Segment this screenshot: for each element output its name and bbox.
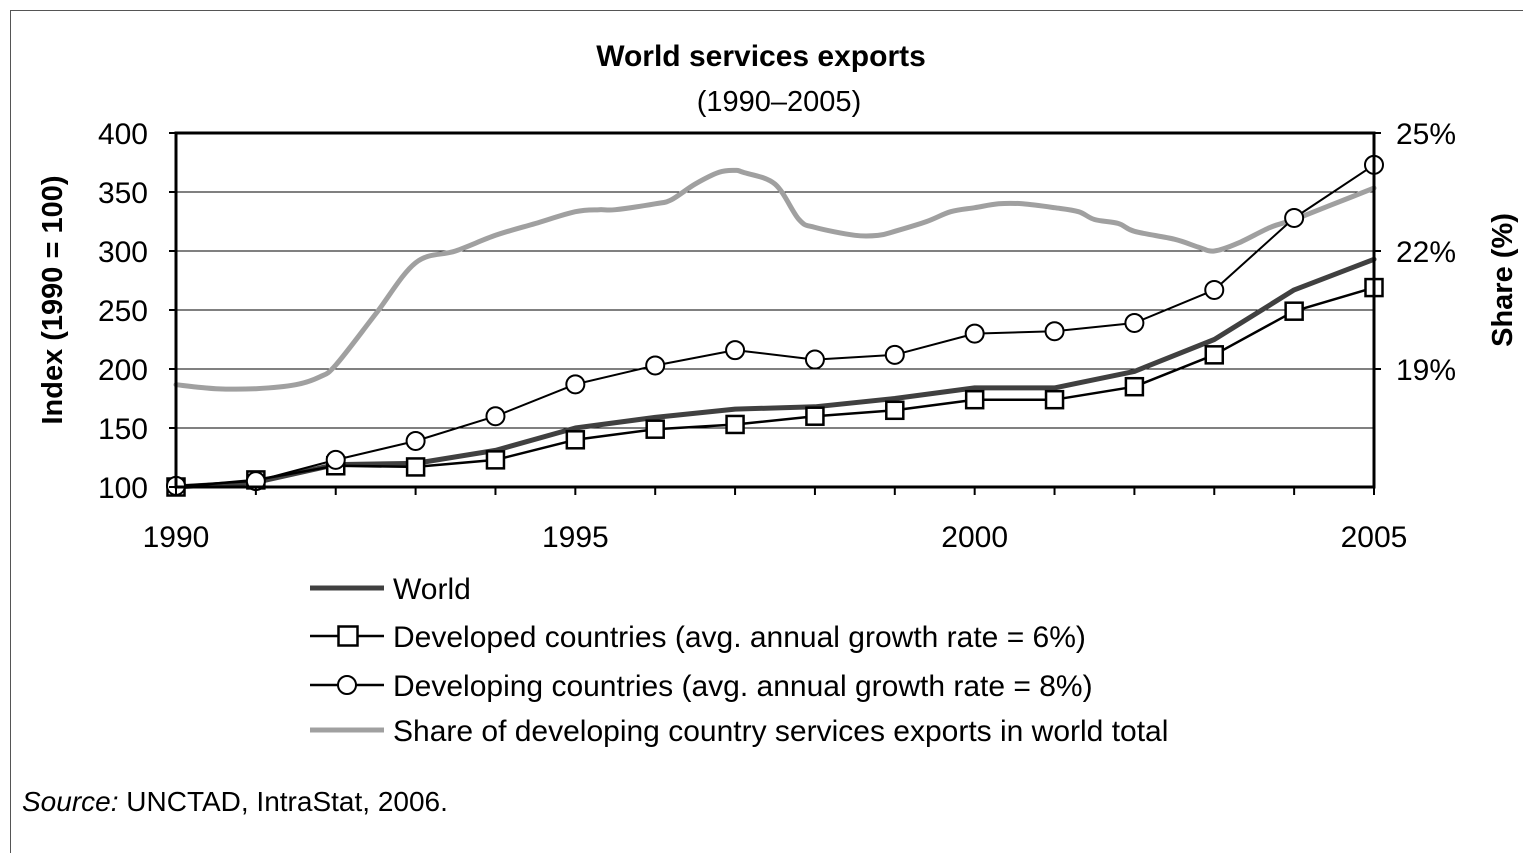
chart-frame (10, 10, 1523, 853)
legend-label: Developed countries (avg. annual growth … (393, 621, 1086, 654)
series-developed-line (174, 286, 1376, 489)
y2-tick-label: 22% (1396, 236, 1456, 269)
y2-tick-label: 25% (1396, 118, 1456, 151)
developing-point (1204, 279, 1225, 300)
legend: World Developed countries (avg. annual gr… (310, 573, 1168, 748)
developed-point (485, 450, 506, 470)
legend-label: Share of developing country services exp… (393, 715, 1168, 748)
y-tick-label: 200 (98, 354, 148, 387)
y-tick-label: 400 (98, 118, 148, 151)
y-tick-label: 100 (98, 472, 148, 505)
developing-point (884, 344, 905, 365)
grid-layer (176, 191, 1374, 429)
legend-marker-circle (337, 675, 357, 695)
developing-point (325, 449, 346, 470)
developed-point (964, 389, 985, 410)
legend-label: Developing countries (avg. annual growth… (393, 670, 1093, 703)
developed-point (1284, 301, 1304, 321)
x-tick-label: 2005 (1341, 521, 1408, 554)
y2-axis-label: Share (%) (1487, 213, 1519, 347)
x-tick-label: 1995 (542, 521, 609, 554)
developing-point (1284, 207, 1305, 228)
x-tick-label: 1990 (143, 521, 210, 554)
source-prefix: Source: (22, 786, 119, 817)
developed-point (1204, 345, 1225, 365)
developed-point (645, 419, 665, 439)
y-axis-label: Index (1990 = 100) (37, 175, 69, 424)
y2-tick-label: 19% (1396, 354, 1456, 387)
developing-point (485, 406, 506, 427)
axis-layer: 100 150 200 250 300 350 400 19% 22% 25% 1990 1995 20… (98, 118, 1456, 554)
series-share-line (173, 167, 1377, 392)
developing-point (1124, 312, 1145, 333)
series-developing-line (175, 163, 1375, 487)
plot-area-border (174, 131, 1376, 489)
developed-point (1044, 389, 1065, 410)
series-world-line (173, 256, 1377, 490)
developing-point (964, 323, 985, 344)
developed-point (725, 414, 745, 435)
developed-point (805, 406, 825, 426)
y-tick-label: 150 (98, 413, 148, 446)
chart-subtitle: (1990–2005) (697, 86, 861, 118)
y-tick-label: 300 (98, 236, 148, 269)
developing-point (405, 430, 426, 451)
legend-marker-square (337, 625, 359, 647)
legend-label: World (393, 573, 471, 606)
developing-point (645, 355, 666, 376)
developed-point (885, 400, 905, 421)
developing-point (565, 374, 586, 395)
source-text: UNCTAD, IntraStat, 2006. (118, 786, 448, 817)
chart-title: World services exports (596, 40, 926, 73)
developed-point (405, 457, 426, 477)
x-tick-label: 2000 (941, 521, 1008, 554)
source-note: Source: UNCTAD, IntraStat, 2006. (22, 786, 448, 818)
series-layer (166, 154, 1384, 497)
y-tick-label: 250 (98, 295, 148, 328)
developing-point (1044, 321, 1065, 342)
developed-point (565, 430, 586, 450)
y-tick-label: 350 (98, 177, 148, 210)
developing-point (804, 349, 825, 370)
developing-point (725, 340, 746, 361)
developed-point (1124, 376, 1145, 397)
